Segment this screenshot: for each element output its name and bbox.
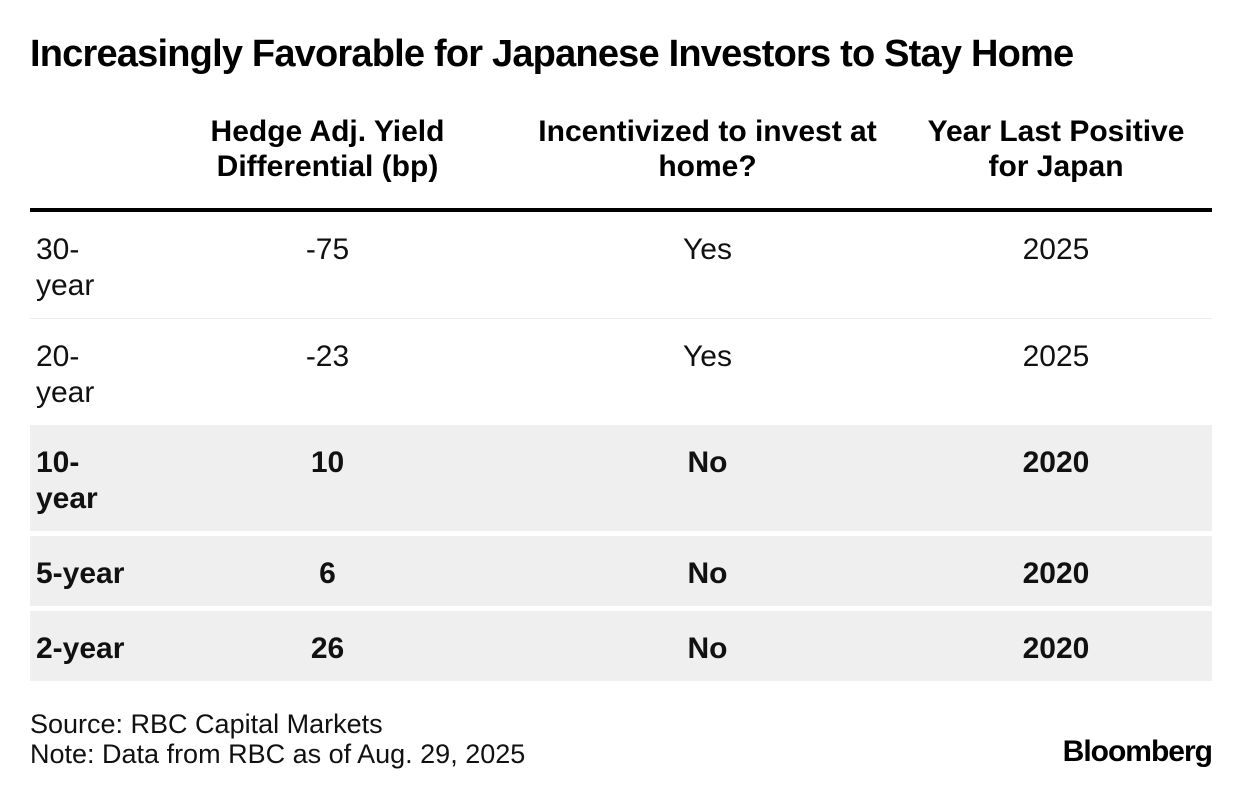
differential-cell: 26: [310, 632, 345, 665]
table-row-5-year: 5-year 6 No 2020: [30, 533, 1212, 609]
year-cell: 2020: [1022, 632, 1090, 665]
incentivized-cell: No: [687, 557, 728, 590]
header-row: Hedge Adj. Yield Differential (bp) Incen…: [30, 114, 1212, 210]
yield-differential-table: Hedge Adj. Yield Differential (bp) Incen…: [30, 114, 1212, 681]
bloomberg-logo: Bloomberg: [1062, 735, 1213, 768]
tenor-cell: 10-year: [36, 446, 98, 515]
differential-cell: 6: [319, 557, 336, 590]
differential-cell: 10: [310, 446, 345, 479]
incentivized-cell: No: [687, 632, 728, 665]
incentivized-cell: No: [687, 446, 728, 479]
tenor-cell: 30-year: [36, 233, 95, 302]
table-row-2-year: 2-year 26 No 2020: [30, 608, 1212, 681]
tenor-cell: 2-year: [36, 632, 125, 665]
tenor-cell: 5-year: [36, 557, 125, 590]
table-row-30-year: 30-year -75 Yes 2025: [30, 210, 1212, 319]
year-cell: 2020: [1022, 557, 1090, 590]
differential-cell: -75: [305, 233, 350, 266]
table-body: 30-year -75 Yes 2025 20-year -23 Yes 202…: [30, 210, 1212, 681]
year-cell: 2025: [1022, 340, 1090, 373]
data-note: Note: Data from RBC as of Aug. 29, 2025: [30, 739, 526, 769]
incentivized-cell: Yes: [683, 340, 732, 373]
column-header-tenor: [30, 114, 140, 210]
footer-notes: Source: RBC Capital Markets Note: Data f…: [30, 709, 525, 769]
column-header-yield-differential: Hedge Adj. Yield Differential (bp): [210, 115, 445, 183]
year-cell: 2025: [1022, 233, 1090, 266]
table-row-10-year: 10-year 10 No 2020: [30, 425, 1212, 534]
chart-title: Increasingly Favorable for Japanese Inve…: [30, 33, 1074, 75]
column-header-incentivized: Incentivized to invest at home?: [538, 115, 877, 183]
year-cell: 2020: [1022, 446, 1090, 479]
table-header: Hedge Adj. Yield Differential (bp) Incen…: [30, 114, 1212, 210]
tenor-cell: 20-year: [36, 340, 95, 409]
source-note: Source: RBC Capital Markets: [30, 709, 383, 739]
table-row-20-year: 20-year -23 Yes 2025: [30, 318, 1212, 425]
incentivized-cell: Yes: [683, 233, 732, 266]
differential-cell: -23: [305, 340, 350, 373]
footer: Source: RBC Capital Markets Note: Data f…: [30, 709, 1213, 769]
column-header-year-last-positive: Year Last Positive for Japan: [927, 115, 1185, 183]
